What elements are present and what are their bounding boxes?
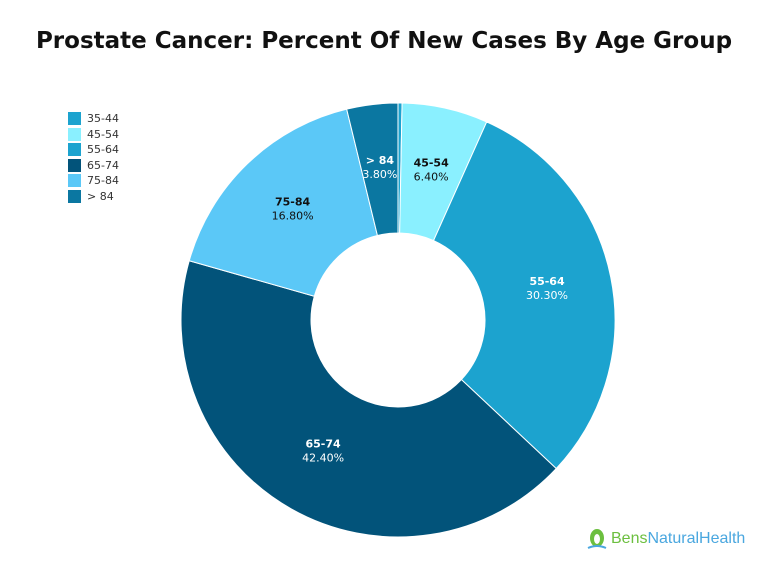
chart-title: Prostate Cancer: Percent Of New Cases By…: [35, 28, 733, 54]
legend-label: 45-54: [87, 127, 119, 141]
slice-label: 55-64: [529, 275, 565, 288]
legend-swatch: [68, 158, 81, 172]
legend-label: 55-64: [87, 143, 119, 157]
legend-swatch: [68, 143, 81, 157]
slice--84: [346, 102, 399, 237]
slice-75-84: [188, 108, 379, 297]
legend-item: 65-74: [68, 158, 119, 174]
legend: 35-44 45-54 55-64 65-74 75-84 > 84: [68, 111, 119, 204]
slice-value: 42.40%: [302, 451, 344, 464]
slice-65-74: [180, 260, 557, 538]
logo: Bens NaturalHealth: [586, 528, 745, 550]
slice-value: 30.30%: [526, 289, 568, 302]
slice-value: 6.40%: [414, 171, 449, 184]
slice-value: 16.80%: [272, 210, 314, 223]
legend-item: 35-44: [68, 111, 119, 127]
legend-item: 45-54: [68, 127, 119, 143]
legend-item: > 84: [68, 189, 119, 205]
legend-label: > 84: [87, 189, 114, 203]
logo-part2: NaturalHealth: [647, 530, 746, 547]
slice-label: > 84: [366, 154, 395, 167]
legend-item: 55-64: [68, 142, 119, 158]
slice-label: 65-74: [306, 437, 342, 450]
legend-swatch: [68, 127, 81, 141]
legend-item: 75-84: [68, 173, 119, 189]
logo-part1: Bens: [611, 530, 648, 547]
slice-label: 45-54: [414, 157, 450, 170]
legend-swatch: [68, 189, 81, 203]
slice-label: 75-84: [275, 196, 311, 209]
leaf-drop-icon: [587, 529, 607, 549]
legend-swatch: [68, 174, 81, 188]
legend-label: 75-84: [87, 174, 119, 188]
slice-55-64: [432, 121, 616, 470]
legend-label: 65-74: [87, 158, 119, 172]
legend-swatch: [68, 112, 81, 126]
slice-value: 3.80%: [362, 168, 397, 181]
legend-label: 35-44: [87, 112, 119, 126]
